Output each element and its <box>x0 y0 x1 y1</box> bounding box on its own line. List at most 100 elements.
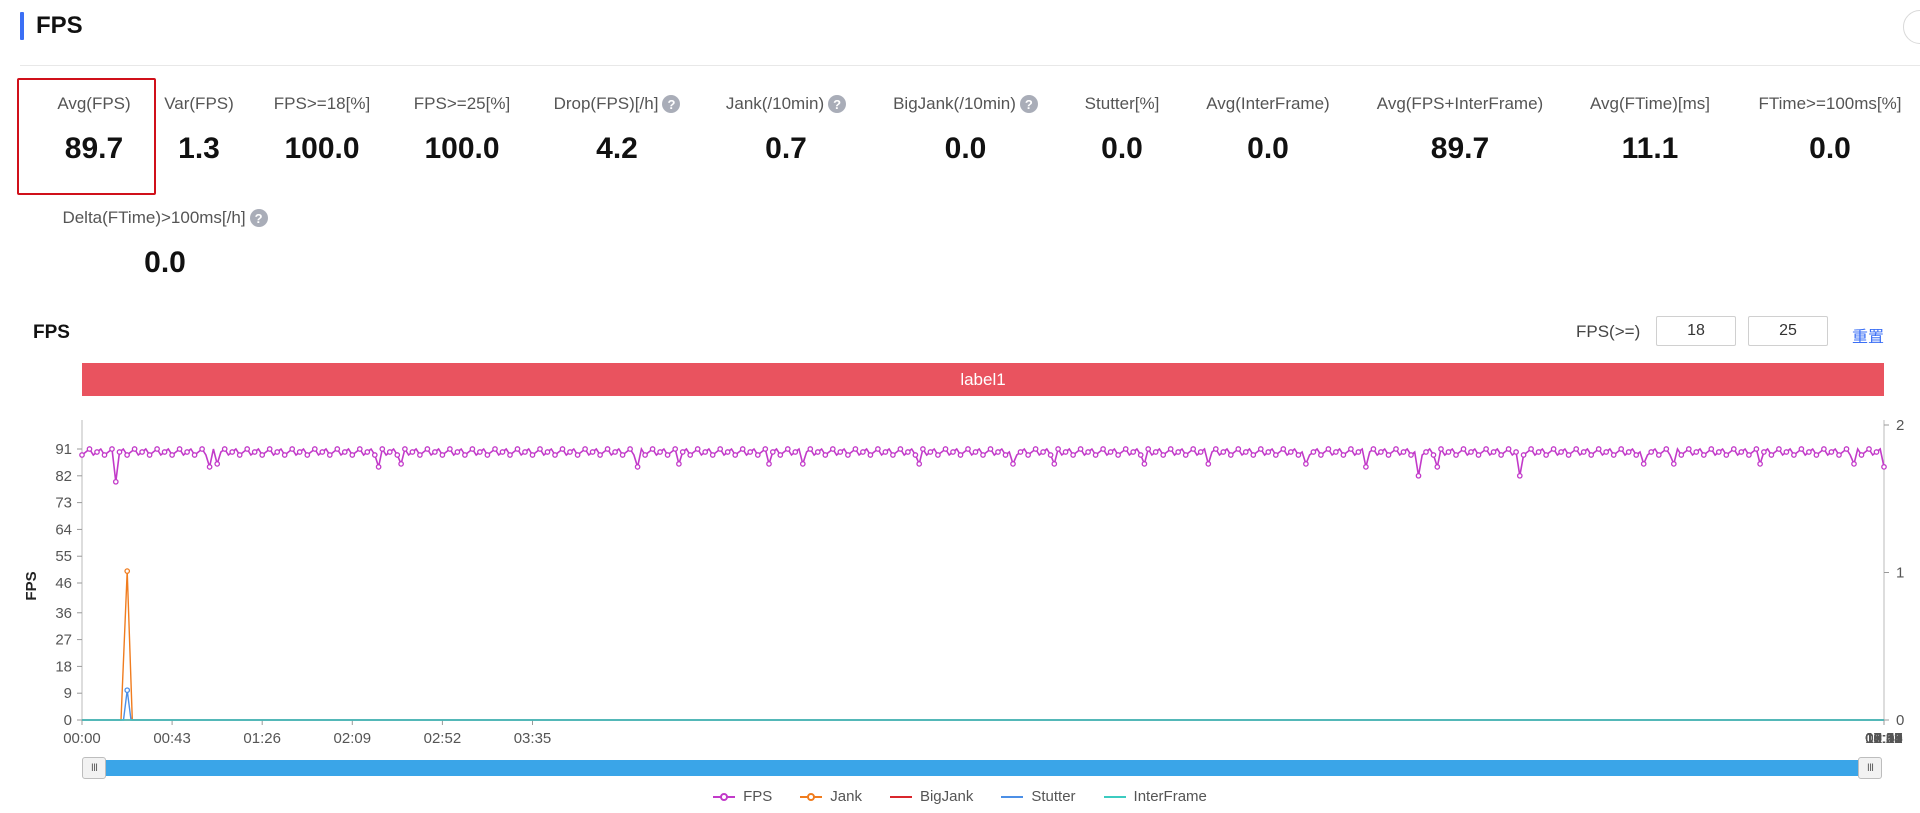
fps-data-point <box>1434 464 1441 470</box>
fps-data-point <box>1040 449 1046 455</box>
fps-data-point <box>349 452 356 458</box>
fps-data-point <box>1325 446 1332 452</box>
legend-label: InterFrame <box>1133 788 1207 805</box>
fps-data-point <box>604 446 611 452</box>
fps-data-point <box>822 452 829 458</box>
fps-data-point <box>259 452 266 458</box>
fps-data-point <box>1062 449 1069 455</box>
fps-data-point <box>101 452 108 458</box>
fps-data-point <box>942 446 949 452</box>
metric-label: FTime>=100ms[%] <box>1758 94 1902 113</box>
fps-data-point <box>1700 452 1707 458</box>
metric-drop-fps: Drop(FPS)[/h]? 4.2 <box>542 94 692 166</box>
fps-data-point <box>845 452 851 458</box>
fps-data-point <box>702 449 709 455</box>
fps-data-point <box>1257 446 1264 452</box>
fps-data-point <box>109 446 115 452</box>
fps-data-point <box>875 446 881 452</box>
fps-data-point <box>1055 446 1061 452</box>
legend-swatch-icon <box>889 792 912 802</box>
fps-data-point <box>251 449 258 455</box>
fps-data-point <box>184 449 190 455</box>
metric-stutter: Stutter[%] 0.0 <box>1072 94 1172 166</box>
fps-data-point <box>1618 446 1625 452</box>
fps-data-point <box>1715 449 1722 455</box>
fps-data-point <box>379 446 386 452</box>
fps-data-point <box>1303 461 1309 467</box>
legend-swatch-icon <box>713 792 736 802</box>
fps-data-point <box>1051 461 1058 467</box>
fps-data-point <box>375 464 382 470</box>
y-tick-label: 36 <box>55 605 72 622</box>
fps-data-point <box>86 446 93 452</box>
reset-link[interactable]: 重置 <box>1852 329 1885 346</box>
fps-data-point <box>386 449 393 455</box>
fps-data-point <box>439 452 446 458</box>
fps-data-point <box>146 452 153 458</box>
fps-data-point <box>597 452 603 458</box>
avg-fps-highlight-box <box>17 78 156 195</box>
fps-data-point <box>769 449 776 455</box>
fps-data-point <box>1122 446 1129 452</box>
fps-data-point <box>1505 446 1512 452</box>
fps-data-point <box>1873 449 1880 455</box>
legend-item-fps[interactable]: FPS <box>713 788 772 805</box>
zoom-slider-right-handle[interactable]: III <box>1858 757 1882 779</box>
y-tick-label: 18 <box>55 658 72 675</box>
fps-data-point <box>957 452 964 458</box>
fps-data-point <box>199 446 205 452</box>
fps-data-point <box>334 446 341 452</box>
fps-data-point <box>1235 446 1242 452</box>
fps-data-point <box>1445 449 1452 455</box>
fps-data-point <box>274 449 281 455</box>
fps-data-point <box>912 452 919 458</box>
fps-data-point <box>447 446 453 452</box>
help-icon[interactable]: ? <box>662 95 681 113</box>
fps-data-point <box>454 449 461 455</box>
fps-data-point <box>1776 446 1782 452</box>
y-tick-label: 27 <box>55 632 72 649</box>
fps-threshold-low-input[interactable] <box>1656 316 1736 346</box>
help-icon[interactable]: ? <box>249 209 268 227</box>
legend-item-interframe[interactable]: InterFrame <box>1103 788 1207 805</box>
fps-data-point <box>281 452 288 458</box>
fps-data-point <box>905 449 911 455</box>
metric-bigjank: BigJank(/10min)? 0.0 <box>883 94 1048 166</box>
fps-data-point <box>1190 446 1197 452</box>
legend-swatch-icon <box>1001 792 1024 802</box>
fps-data-point <box>1730 446 1737 452</box>
fps-data-point <box>1761 449 1767 455</box>
fps-data-point <box>394 452 401 458</box>
legend-item-stutter[interactable]: Stutter <box>1001 788 1076 805</box>
fps-data-point <box>676 461 682 467</box>
fps-data-point <box>492 446 498 452</box>
fps-data-point <box>116 449 123 455</box>
legend-item-jank[interactable]: Jank <box>800 788 862 805</box>
fps-data-point <box>432 449 438 455</box>
fps-threshold-high-input[interactable] <box>1748 316 1828 346</box>
fps-data-point <box>1475 452 1482 458</box>
metric-value: 0.0 <box>144 246 186 279</box>
metric-value: 100.0 <box>284 132 360 165</box>
metric-fps-ge-18: FPS>=18[%] 100.0 <box>262 94 382 166</box>
zoom-slider-left-handle[interactable]: III <box>82 757 106 779</box>
fps-data-point <box>916 461 923 467</box>
fps-data-point <box>709 452 716 458</box>
fps-data-point <box>477 449 483 455</box>
fps-data-point <box>567 449 573 455</box>
help-icon[interactable]: ? <box>828 95 847 113</box>
x-tick-label: 04:18 <box>1865 730 1903 747</box>
fps-data-point <box>1813 452 1820 458</box>
fps-data-point <box>1453 452 1459 458</box>
legend-item-bigjank[interactable]: BigJank <box>889 788 973 805</box>
fps-data-point <box>507 452 513 458</box>
fps-data-point <box>1535 449 1542 455</box>
fps-data-point <box>1708 446 1715 452</box>
fps-data-point <box>1520 452 1527 458</box>
fps-data-point <box>799 461 806 467</box>
fps-data-point <box>266 446 273 452</box>
zoom-slider-track[interactable] <box>92 760 1872 776</box>
help-icon[interactable]: ? <box>1019 95 1038 113</box>
fps-data-point <box>1100 446 1106 452</box>
